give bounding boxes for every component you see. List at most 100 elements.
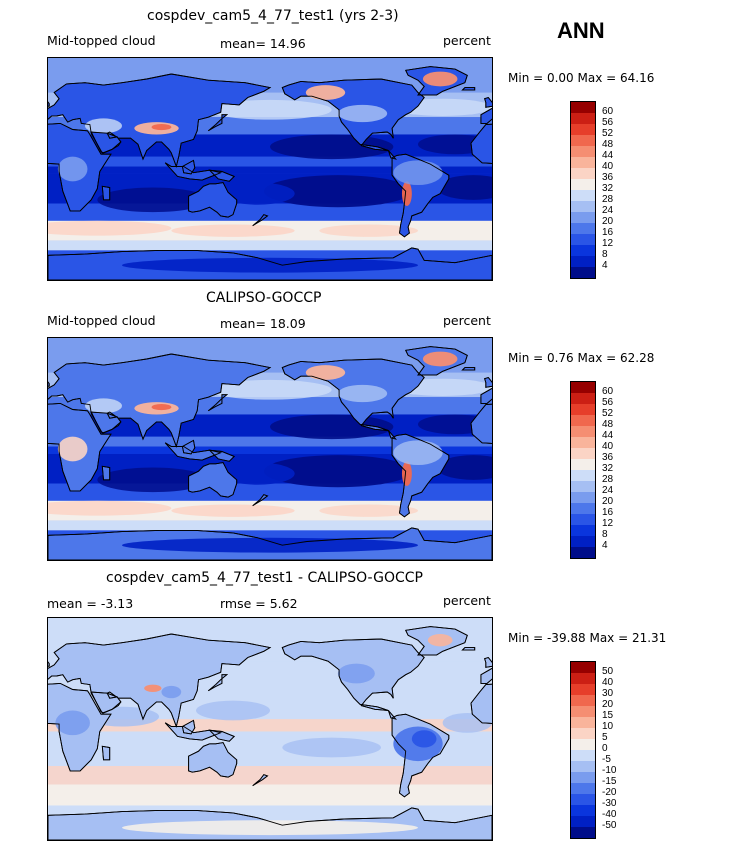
coast-southAmerica bbox=[391, 713, 450, 798]
greenland-pos bbox=[427, 634, 453, 647]
equatorial-band bbox=[48, 446, 492, 454]
coast-uk bbox=[48, 381, 50, 387]
colorbar-tick-label: 8 bbox=[602, 529, 608, 540]
colorbar-swatch bbox=[571, 223, 595, 234]
coast-northAmerica bbox=[281, 638, 425, 720]
season-label: ANN bbox=[557, 18, 605, 43]
coast-iceland-wrap bbox=[461, 647, 476, 651]
coast-australia bbox=[188, 462, 238, 498]
coast-africa bbox=[48, 122, 112, 212]
colorbar-swatch bbox=[571, 772, 595, 783]
colorbar-tick-label: 40 bbox=[602, 161, 614, 172]
colorbar-swatch bbox=[571, 739, 595, 750]
colorbar-swatch bbox=[571, 525, 595, 536]
colorbar-swatch bbox=[571, 437, 595, 448]
southern-ocean-edge bbox=[48, 520, 492, 531]
colorbar-swatch bbox=[571, 547, 595, 558]
colorbar-swatch bbox=[571, 179, 595, 190]
coast-northAmerica bbox=[281, 78, 425, 160]
map-plot bbox=[47, 57, 493, 281]
southern-ocean-band bbox=[48, 784, 492, 806]
land-eurasia-wrap bbox=[480, 667, 492, 684]
colorbar-tick-label: 44 bbox=[602, 150, 614, 161]
coast-greenland bbox=[405, 626, 468, 656]
colorbar-swatch bbox=[571, 393, 595, 404]
colorbar-tick-label: 48 bbox=[602, 139, 614, 150]
colorbar-swatch bbox=[571, 514, 595, 525]
equatorial-band bbox=[48, 166, 492, 174]
colorbar-swatch bbox=[571, 256, 595, 267]
coast-uk bbox=[48, 101, 50, 107]
colorbar-tick-label: -5 bbox=[602, 754, 611, 765]
antarctic-interior bbox=[122, 257, 418, 273]
coast-australia bbox=[188, 742, 238, 778]
antarctic-interior bbox=[122, 537, 418, 553]
units-label: percent bbox=[443, 313, 491, 328]
colorbar-tick-label: 4 bbox=[602, 260, 608, 271]
colorbar-tick-label: 5 bbox=[602, 732, 608, 743]
colorbar-swatch bbox=[571, 717, 595, 728]
colorbar-swatch bbox=[571, 761, 595, 772]
colorbar-tick-label: 52 bbox=[602, 408, 614, 419]
coast-southAmerica bbox=[391, 153, 450, 238]
units-label: percent bbox=[443, 33, 491, 48]
coast-southAmerica bbox=[391, 433, 450, 518]
colorbar-tick-label: 50 bbox=[602, 666, 614, 677]
colorbar-tick-label: 20 bbox=[602, 699, 614, 710]
colorbar-tick-label: 56 bbox=[602, 117, 614, 128]
colorbar-tick-label: 12 bbox=[602, 518, 614, 529]
middle-east bbox=[85, 398, 122, 414]
colorbar-swatch bbox=[571, 201, 595, 212]
colorbar-swatch bbox=[571, 794, 595, 805]
variable-label: Mid-topped cloud bbox=[47, 33, 156, 48]
coast-newZealand bbox=[252, 214, 269, 227]
so-high-2 bbox=[171, 504, 295, 517]
colorbar-tick-label: 30 bbox=[602, 688, 614, 699]
colorbar-tick-label: -50 bbox=[602, 820, 617, 831]
colorbar-tick-label: 15 bbox=[602, 710, 614, 721]
indian-ocean-min bbox=[97, 467, 209, 493]
coastline-overlay bbox=[48, 66, 492, 280]
coast-newGuinea bbox=[208, 169, 236, 182]
colorbar-tick-label: -20 bbox=[602, 787, 617, 798]
colorbar-tick-label: 24 bbox=[602, 205, 614, 216]
rmse-label: rmse = 5.62 bbox=[220, 596, 298, 611]
colorbar-tick-label: 20 bbox=[602, 496, 614, 507]
coast-uk-wrap bbox=[484, 96, 492, 108]
map-plot bbox=[47, 617, 493, 841]
coast-antarctica bbox=[48, 807, 492, 840]
colorbar-tick-label: 44 bbox=[602, 430, 614, 441]
coast-indonesia bbox=[164, 162, 223, 181]
map-plot bbox=[47, 337, 493, 561]
coast-arabia bbox=[90, 131, 122, 154]
land-africa-wrap bbox=[470, 123, 492, 164]
coast-newZealand bbox=[252, 494, 269, 507]
coast-madagascar bbox=[101, 465, 111, 481]
coast-japan bbox=[208, 114, 229, 132]
coast-antarctica bbox=[48, 247, 492, 280]
coast-indonesia bbox=[164, 442, 223, 461]
colorbar-swatch bbox=[571, 673, 595, 684]
colorbar-swatch bbox=[571, 415, 595, 426]
land-eurasia-wrap bbox=[480, 107, 492, 124]
sw-pacific-low bbox=[220, 182, 295, 205]
colorbar-swatch bbox=[571, 382, 595, 393]
se-pacific-min bbox=[263, 455, 412, 488]
tibet-peak bbox=[151, 123, 172, 131]
colorbar-tick-label: -30 bbox=[602, 798, 617, 809]
minmax-label: Min = 0.76 Max = 62.28 bbox=[508, 351, 655, 365]
coast-newGuinea bbox=[208, 729, 236, 742]
e-pacific-neg bbox=[282, 737, 381, 758]
colorbar-swatch bbox=[571, 135, 595, 146]
colorbar-swatch bbox=[571, 245, 595, 256]
rockies bbox=[337, 104, 388, 123]
coast-madagascar bbox=[101, 745, 111, 761]
tibet-pos bbox=[144, 684, 162, 692]
colorbar-swatch bbox=[571, 113, 595, 124]
itcz-band bbox=[48, 436, 492, 447]
equatorial-band bbox=[48, 719, 492, 732]
coast-africa bbox=[48, 402, 112, 492]
colorbar-box bbox=[570, 381, 596, 559]
coast-iceland-wrap bbox=[461, 367, 476, 371]
africa-central bbox=[57, 436, 88, 462]
